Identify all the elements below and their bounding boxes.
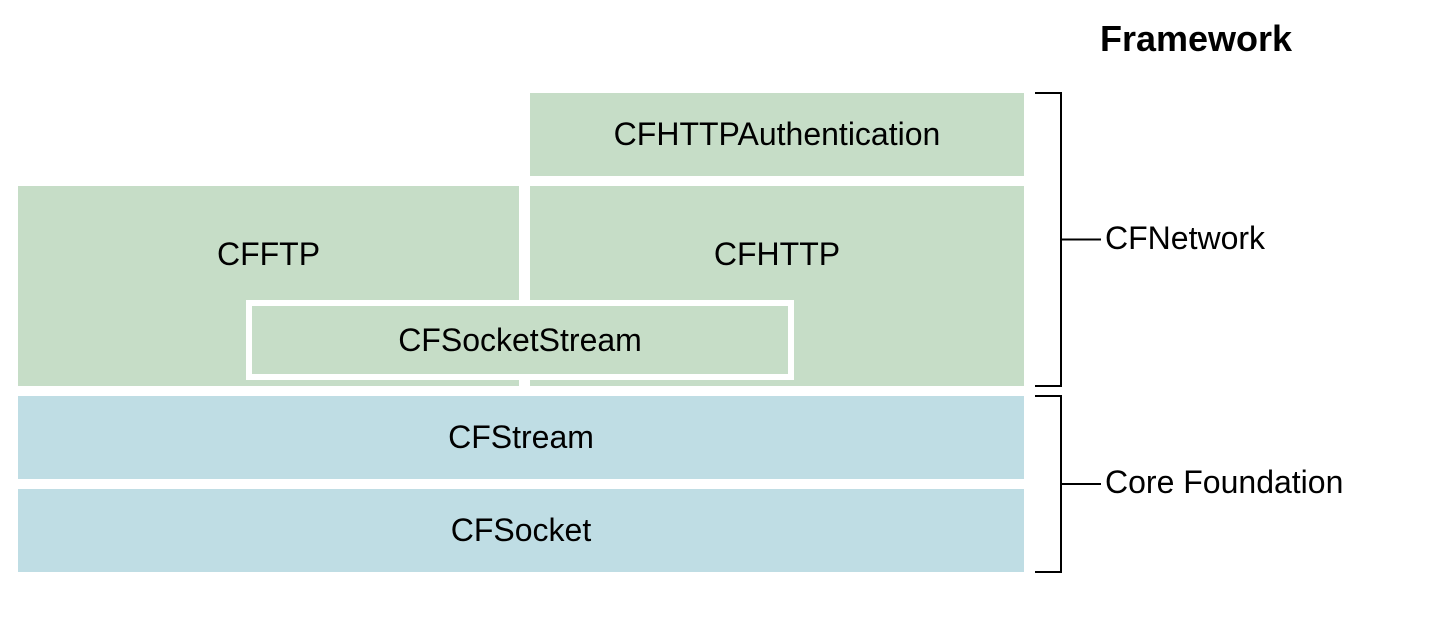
box-label: CFSocket	[451, 512, 591, 549]
box-cfsocket: CFSocket	[18, 489, 1024, 572]
bracket-label-corefoundation: Core Foundation	[1105, 464, 1343, 501]
box-cfsocketstream: CFSocketStream	[246, 300, 794, 380]
box-label: CFSocketStream	[398, 322, 642, 359]
box-label: CFHTTP	[714, 236, 840, 273]
diagram-title: Framework	[1100, 18, 1292, 60]
box-cfstream: CFStream	[18, 396, 1024, 479]
bracket-label-cfnetwork: CFNetwork	[1105, 220, 1265, 257]
box-label: CFStream	[448, 419, 594, 456]
box-label: CFFTP	[217, 236, 320, 273]
bracket-cfnetwork	[1035, 93, 1105, 386]
bracket-corefoundation	[1035, 396, 1105, 572]
diagram-canvas: Framework CFHTTPAuthentication CFFTP CFH…	[0, 0, 1432, 634]
box-label: CFHTTPAuthentication	[614, 116, 941, 153]
box-cfhttpauthentication: CFHTTPAuthentication	[530, 93, 1024, 176]
